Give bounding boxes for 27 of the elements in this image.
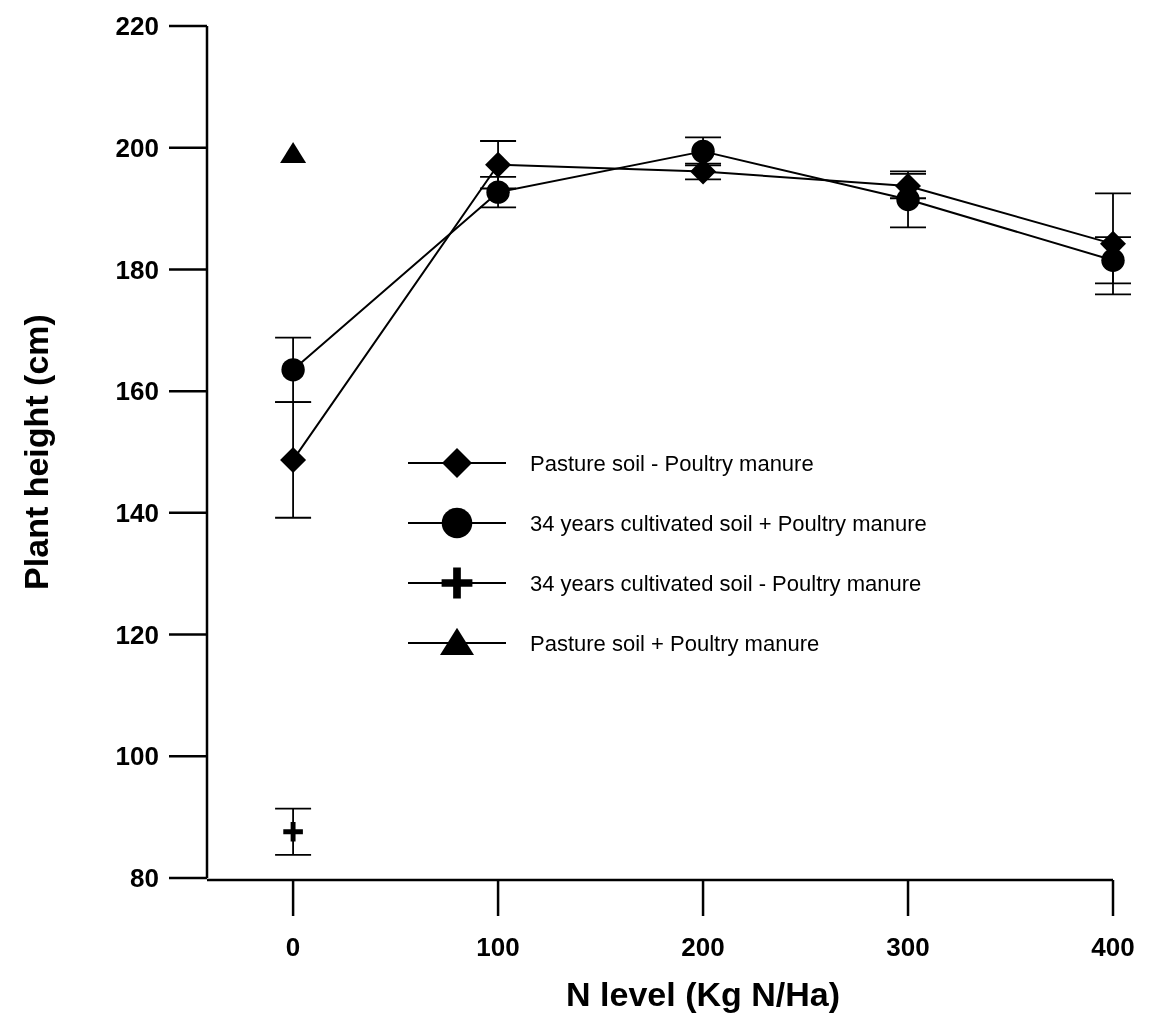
y-tick-label: 80	[130, 863, 159, 894]
x-tick-label: 0	[285, 932, 301, 962]
y-tick-label: 100	[115, 741, 159, 772]
y-tick-label: 220	[115, 11, 159, 42]
y-tick-label: 120	[115, 619, 159, 650]
point	[486, 180, 510, 204]
x-tick-label: 400	[1091, 932, 1135, 962]
point	[280, 819, 306, 844]
y-tick-label: 160	[115, 376, 159, 407]
legend-label: Pasture soil - Poultry manure	[530, 450, 814, 476]
x-tick-label: 200	[681, 932, 725, 962]
x-axis-title: N level (Kg N/Ha)	[566, 975, 841, 1013]
point	[280, 446, 307, 473]
y-axis-title: Plant height (cm)	[17, 314, 55, 590]
legend-label: 34 years cultivated soil - Poultry manure	[530, 570, 922, 596]
point	[691, 139, 715, 164]
legend-label: 34 years cultivated soil + Poultry manure	[530, 510, 927, 536]
point	[281, 358, 305, 382]
y-tick-label: 180	[115, 254, 159, 285]
legend-label: Pasture soil + Poultry manure	[530, 630, 820, 656]
x-tick-label: 100	[476, 932, 520, 962]
point	[1101, 248, 1125, 272]
y-tick-label: 200	[115, 132, 159, 163]
point	[280, 142, 307, 163]
point	[485, 151, 512, 178]
y-tick-label: 140	[115, 497, 159, 528]
x-tick-label: 300	[886, 932, 930, 962]
